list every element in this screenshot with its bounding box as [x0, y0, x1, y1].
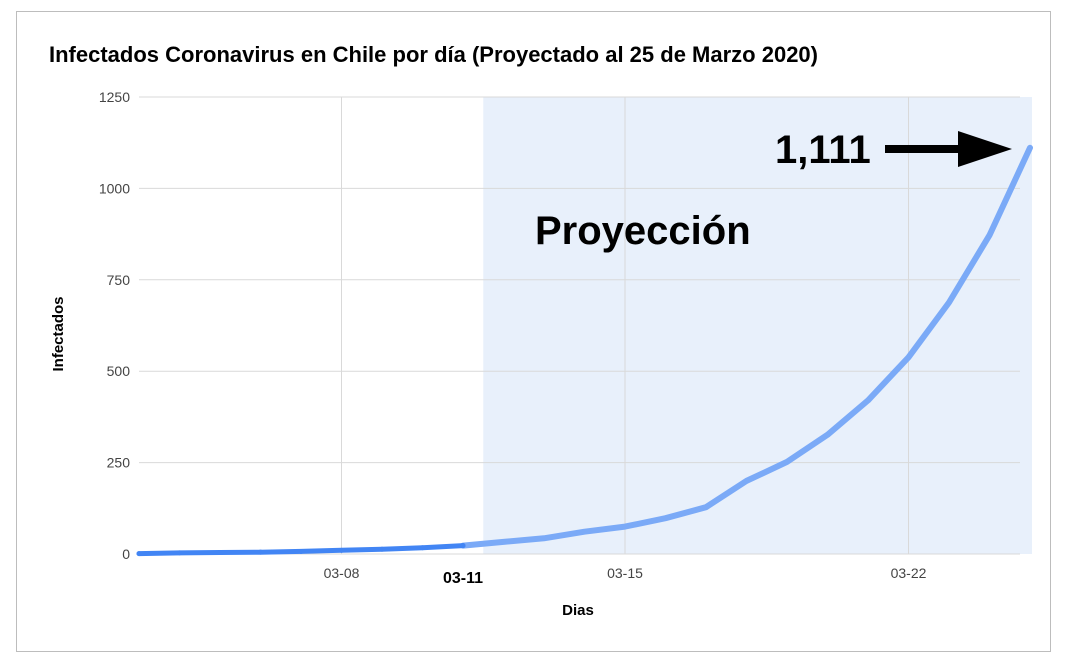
projection-annotation: Proyección: [535, 209, 751, 253]
y-tick-label: 750: [107, 272, 131, 288]
y-tick-label: 1000: [99, 180, 130, 196]
x-tick-label: 03-15: [607, 565, 643, 581]
data-point: [136, 551, 142, 557]
y-tick-label: 250: [107, 455, 131, 471]
y-tick-label: 0: [122, 546, 130, 562]
final-value-arrow: [885, 131, 1012, 167]
y-tick-label: 1250: [99, 89, 130, 105]
data-point: [906, 354, 911, 360]
data-point: [420, 545, 425, 551]
data-point: [987, 232, 992, 238]
chart-title: Infectados Coronavirus en Chile por día …: [49, 42, 818, 67]
data-point: [258, 549, 263, 555]
x-tick-label: 03-11: [443, 570, 483, 587]
final-value-annotation: 1,111: [775, 128, 871, 172]
data-point: [217, 550, 223, 556]
data-point: [744, 478, 749, 484]
data-point: [501, 539, 506, 545]
data-point: [1027, 145, 1033, 151]
data-point: [460, 543, 466, 549]
data-point: [703, 504, 709, 510]
x-tick-label: 03-22: [891, 565, 927, 581]
data-point: [541, 535, 547, 541]
projection-region: [483, 97, 1032, 554]
data-point: [379, 546, 385, 552]
data-point: [946, 299, 952, 305]
data-point: [663, 515, 668, 521]
data-point: [622, 524, 628, 530]
data-point: [784, 459, 790, 465]
data-point: [177, 550, 182, 556]
x-tick-label: 03-08: [324, 565, 360, 581]
y-axis-label: Infectados: [50, 296, 67, 371]
data-point: [582, 529, 587, 535]
data-point: [339, 547, 344, 553]
data-point: [825, 432, 830, 438]
x-axis-label: Dias: [562, 602, 594, 619]
data-point: [298, 548, 304, 554]
y-tick-label: 500: [107, 363, 131, 379]
data-point: [865, 397, 871, 403]
